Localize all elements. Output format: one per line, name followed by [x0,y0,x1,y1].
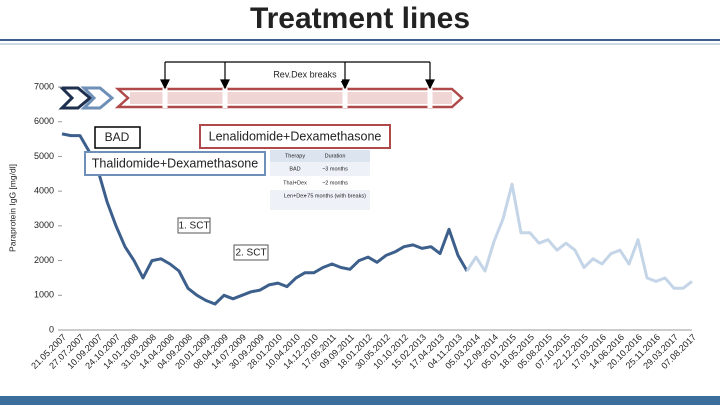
line-series [465,182,693,290]
break-gaps [162,88,433,108]
table-row [270,190,370,210]
table-cell: Len+Dex [284,193,306,199]
len-label: Lenalidomide+Dexamethasone [209,129,382,143]
duration-table: Therapy Duration BAD ~3 months Thal+Dex ~2 mo… [270,150,370,210]
bad-chevron [58,86,93,110]
y-tick-label: 1000 [34,290,54,300]
table-cell: ~75 months (with breaks) [304,193,366,199]
thal-label: Thalidomide+Dexamethasone [92,156,258,170]
y-tick-label: 0 [49,324,54,334]
bad-label: BAD [105,130,130,144]
table-header-cell: Duration [325,153,346,159]
breaks-label-bg [268,68,342,81]
sct1-box [177,217,211,234]
line-series [61,132,469,306]
y-tick-label: 5000 [34,151,54,161]
y-tick-label: 3000 [34,220,54,230]
thal-box [84,151,266,176]
table-cell: ~2 months [322,180,348,186]
len-arrow [114,87,464,109]
breaks-bracket [160,61,435,90]
table-header-cell: Therapy [285,153,305,159]
sct1-label: 1. SCT [178,221,209,232]
table-header [270,150,370,162]
table-cell: ~3 months [322,166,348,172]
len-arrow-fill [130,92,452,104]
table-cell: BAD [289,166,300,172]
y-axis-label: Paraprotein IgG [mg/dl] [7,164,17,252]
breaks-label: Rev.Dex breaks [273,69,337,79]
y-tick-label: 2000 [34,255,54,265]
table-row [270,162,370,176]
title: Treatment lines [250,2,470,35]
sct2-box [233,244,269,261]
sct2-label: 2. SCT [235,248,266,259]
table-cell: Thal+Dex [283,180,307,186]
bad-box [94,126,141,149]
thal-chevron [80,86,115,110]
footer-bar [0,396,720,405]
len-box [199,124,391,149]
y-tick-label: 4000 [34,186,54,196]
y-tick-label: 6000 [34,116,54,126]
y-tick-label: 7000 [34,81,54,91]
